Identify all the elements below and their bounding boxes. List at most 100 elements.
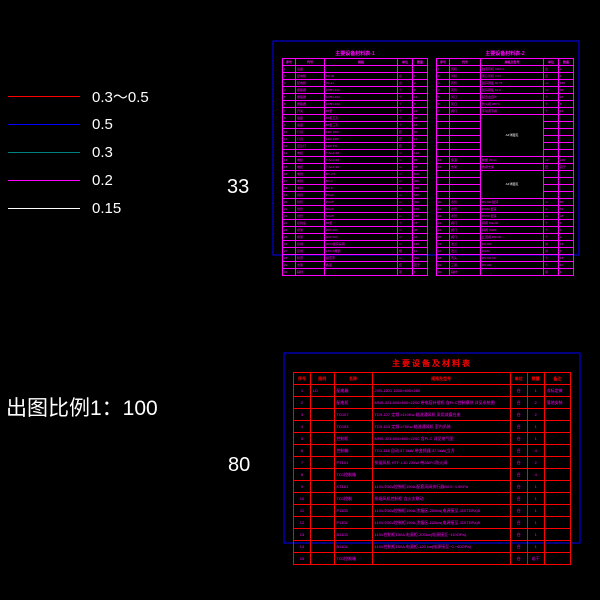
table-cell: 36 [413,115,428,122]
legend-label: 0.2 [92,172,113,189]
table-cell: 镀锌钢板 δ1.0 [481,87,544,94]
table-cell: 9 [283,122,296,129]
table-cell: 16 [283,171,296,178]
table-cell: 5 [294,433,311,445]
table-cell [544,150,559,157]
table-cell: 电线 [296,171,325,178]
table-cell [437,122,450,129]
table-cell [310,505,334,517]
table-cell [544,115,559,122]
table-row: 3风管镀锌钢板 δ0.75m²180 [437,80,574,87]
table-cell: PC25 [325,199,398,206]
table-cell: 角钢支架 [481,164,544,171]
table-cell: 29 [283,262,296,269]
table-cell: m [544,213,559,220]
table-cell [544,493,570,505]
table-cell: 辅材 [450,269,481,276]
table-cell: TD9-103 定频 ≥75Kw 轴流通风机 室内吊装 [372,421,510,433]
table-cell: 台 [510,385,527,397]
table-cell: 断路器 [296,87,325,94]
table-cell: 项 [398,269,413,276]
table-row: 4风管镀锌钢板 δ1.0m²95 [437,87,574,94]
table-cell [559,178,574,185]
table-cell: 接地 [296,248,325,255]
table-row: 6断路器C65N-16A个6 [283,101,428,108]
table-cell: 台 [510,445,527,457]
table-cell: LD [310,385,334,397]
table-row: 7PT101排烟风机 HTF-I-10 22kW 带280°C防火阀台2 [294,457,571,469]
table-cell [544,541,570,553]
table-cell: 110V控制柜150A 电源柜-120 kw(电源接至~0.~60OPa) [372,541,510,553]
table-cell: 6 [413,101,428,108]
table-cell: 9 [294,481,311,493]
table-cell [437,150,450,157]
table-row: 11P1103110V/230V控制柜150A 涉烟区-200kw(电源接至-1… [294,505,571,517]
table-cell [544,553,570,565]
table-cell: 套 [398,143,413,150]
table-cell [559,150,574,157]
table-cell [310,469,334,481]
table-cell: 7 [283,108,296,115]
legend-line-swatch [8,152,80,153]
table-cell: 闸阀 DN80 [481,227,544,234]
top-left-table-wrap: 主要设备材料表-1 序号代号规格单位数量1设备2配电箱PZ-30台13配电箱XL… [282,48,428,276]
table-cell: 个 [544,262,559,269]
table-cell: BV-4 [325,178,398,185]
table-cell: m² [544,157,559,164]
table-cell: 2 [294,397,311,409]
table-title: 主要设备材料表-2 [436,50,574,57]
table-cell [544,433,570,445]
legend-line-swatch [8,124,80,125]
table-cell [310,541,334,553]
table-cell: 2 [413,80,428,87]
table-cell: m [398,234,413,241]
table-cell: 应急灯 [296,143,325,150]
table-cell: 2 [527,409,544,421]
table-cell: 680 [413,192,428,199]
table-row: 29支架各型套若干 [283,262,428,269]
table-cell: 电缆 [296,150,325,157]
table-cell: 线管 [296,206,325,213]
table-cell [310,433,334,445]
table-header-cell: 代号 [296,59,325,66]
legend-line-swatch [8,180,80,181]
table-row: 1设备 [283,66,428,73]
table-cell [450,192,481,199]
table-cell: 420 [413,199,428,206]
table-cell: 风管 [450,87,481,94]
table-cell: 设备 [296,66,325,73]
table-cell: 27 [283,248,296,255]
table-cell: 20 [283,199,296,206]
table-row: 3TD107TD9-107 定频 ≥110Kw 轴流通风机 采用减震台座台2 [294,409,571,421]
table-cell: 29 [437,262,450,269]
table-cell: 台 [510,397,527,409]
table-cell: 水管 [450,206,481,213]
table-cell: 对 [544,241,559,248]
table-cell: 电线 [296,185,325,192]
table-cell: LED 36W [325,136,398,143]
table-cell: 轴流风机 CDZ-4 [481,66,544,73]
table-row: 18电线BV-6m280 [283,185,428,192]
table-cell: TD107 [334,409,372,421]
table-cell: 线管 [296,192,325,199]
table-cell: 22 [437,213,450,220]
table-row: 2配电柜MNS-321 800×600×2200 带电容补偿柜 含PLC控制模块… [294,397,571,409]
table-row: 13B1103110V控制柜150A 电源柜-200kw(电源接至~110OPa… [294,529,571,541]
table-cell: P1103 [334,505,372,517]
table-cell: 22 [283,213,296,220]
table-cell: 28 [283,255,296,262]
table-cell: 台 [544,66,559,73]
table-cell: 防火阀 280°C [481,101,544,108]
table-cell: 桥架 [296,234,325,241]
table-row: 23接线盒86型个78 [283,220,428,227]
table-cell: 62 [559,206,574,213]
table-cell: BV-6 [325,185,398,192]
table-cell: C65N-20A [325,94,398,101]
table-cell: 110V/230V控制柜150A 涉烟区-120kw(电源接至-110TDPa)… [372,517,510,529]
table-cell: B1104 [334,541,372,553]
table-cell [544,457,570,469]
table-cell: 个 [398,94,413,101]
table-cell: 14 [294,541,311,553]
table-cell: 24 [437,227,450,234]
legend-line-swatch [8,96,80,97]
